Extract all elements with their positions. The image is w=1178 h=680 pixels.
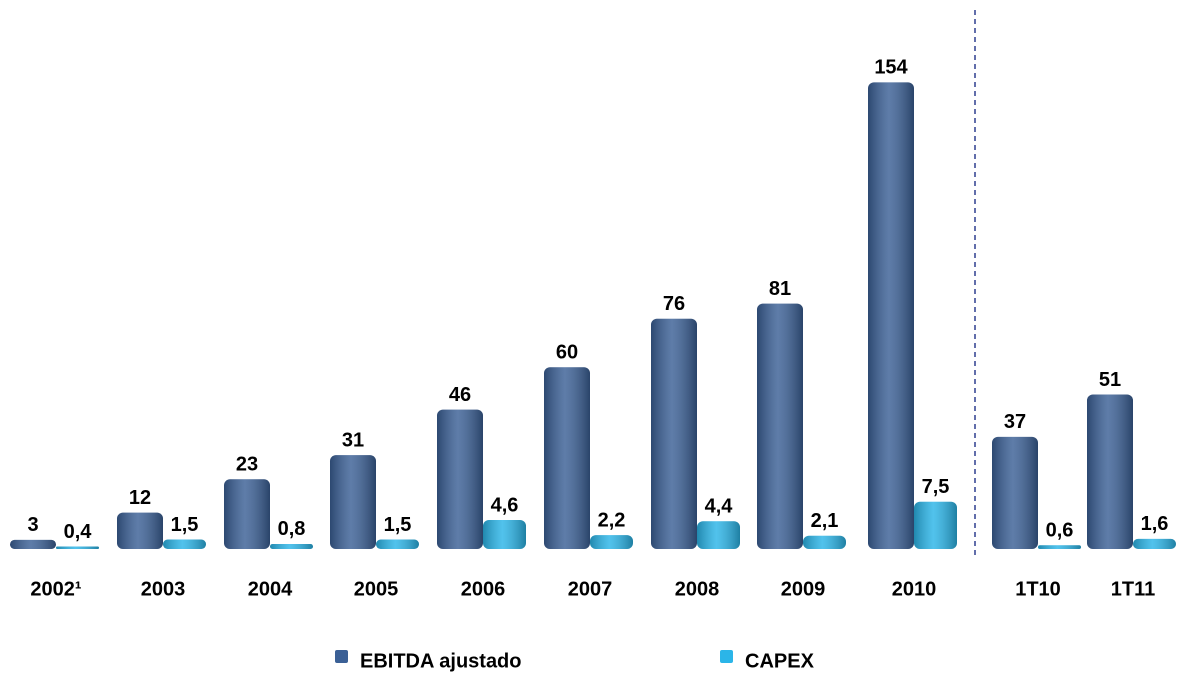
- bar-shine: [1087, 394, 1133, 549]
- value-label: 2,2: [598, 509, 626, 531]
- bar-shine: [270, 543, 313, 549]
- x-tick-label: 1T10: [1015, 578, 1061, 600]
- value-label: 37: [1004, 411, 1026, 433]
- bar-shine: [483, 520, 526, 549]
- x-tick-label: 2008: [675, 578, 720, 600]
- bar-shine: [544, 367, 590, 549]
- bar-shine: [757, 303, 803, 549]
- bar-shine: [437, 409, 483, 549]
- value-label: 2,1: [811, 510, 839, 532]
- value-label: 3: [27, 514, 38, 536]
- x-tick-label: 2004: [248, 578, 293, 600]
- value-label: 0,6: [1046, 520, 1074, 542]
- x-tick-label: 2002¹: [30, 578, 81, 600]
- bar-shine: [56, 546, 99, 549]
- bar-shine: [697, 521, 740, 549]
- x-tick-label: 1T11: [1111, 578, 1155, 600]
- value-label: 4,4: [705, 496, 734, 518]
- x-tick-label: 2006: [461, 578, 506, 600]
- legend-marker: [720, 650, 733, 663]
- bar-shine: [992, 436, 1038, 549]
- value-label: 51: [1099, 369, 1121, 391]
- value-label: 1,5: [171, 514, 199, 536]
- bar-shine: [651, 318, 697, 549]
- value-label: 60: [556, 341, 578, 363]
- value-label: 0,8: [278, 518, 306, 540]
- bar-shine: [868, 82, 914, 549]
- value-label: 76: [663, 293, 685, 315]
- legend-label: EBITDA ajustado: [360, 650, 522, 672]
- bar-shine: [163, 539, 206, 549]
- value-label: 7,5: [922, 476, 950, 498]
- value-label: 81: [769, 278, 791, 300]
- legend-marker: [335, 650, 348, 663]
- value-label: 31: [342, 429, 364, 451]
- legend-label: CAPEX: [745, 650, 815, 672]
- bar-shine: [1038, 545, 1081, 549]
- value-label: 46: [449, 384, 471, 406]
- value-label: 4,6: [491, 494, 519, 516]
- x-tick-label: 2003: [141, 578, 186, 600]
- value-label: 1,5: [384, 514, 412, 536]
- x-tick-label: 2007: [568, 578, 613, 600]
- x-tick-label: 2010: [892, 578, 937, 600]
- value-label: 0,4: [64, 521, 93, 543]
- bar-shine: [330, 455, 376, 549]
- bar-shine: [376, 539, 419, 549]
- bar-shine: [117, 512, 163, 549]
- x-tick-label: 2005: [354, 578, 399, 600]
- value-label: 12: [129, 487, 151, 509]
- bar-shine: [914, 501, 957, 549]
- value-label: 23: [236, 454, 258, 476]
- value-label: 1,6: [1141, 513, 1169, 535]
- bar-shine: [224, 479, 270, 549]
- bar-shine: [803, 535, 846, 549]
- x-tick-label: 2009: [781, 578, 826, 600]
- value-label: 154: [874, 57, 908, 79]
- bar-shine: [1133, 538, 1176, 549]
- bar-shine: [10, 539, 56, 549]
- bar-shine: [590, 535, 633, 549]
